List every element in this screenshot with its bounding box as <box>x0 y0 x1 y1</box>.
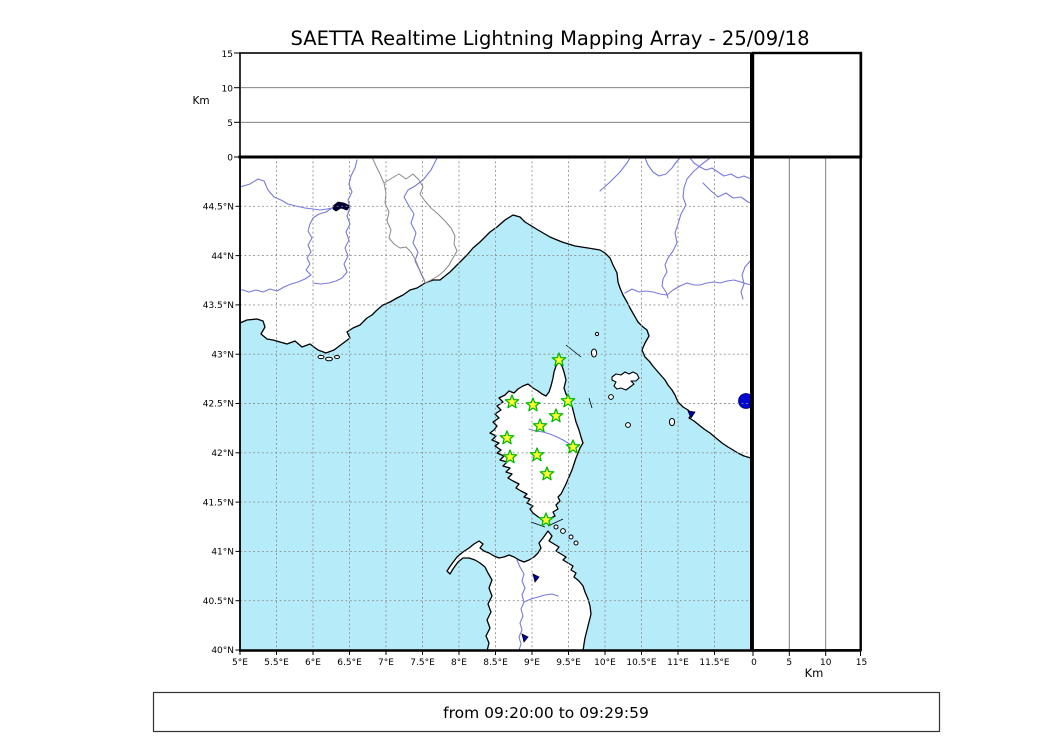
lat-tick: 40.5°N <box>203 597 234 607</box>
latitude-labels: 44.5°N 44°N 43.5°N 43°N 42.5°N 42°N 41.5… <box>203 203 234 657</box>
station-marker <box>529 447 545 462</box>
lon-tick: 7.5°E <box>410 658 435 668</box>
altitude-histogram-panel <box>751 51 863 159</box>
lat-tick: 43°N <box>211 350 234 360</box>
rivers <box>240 157 751 650</box>
km-tick-15: 15 <box>856 658 867 668</box>
lat-tick: 44.5°N <box>203 203 234 213</box>
station-marker <box>525 397 541 412</box>
right-axis-labels: 0 5 10 15 Km <box>751 658 867 680</box>
station-marker <box>565 439 581 454</box>
lon-tick: 11.5°E <box>699 658 730 668</box>
lat-tick: 42.5°N <box>203 400 234 410</box>
country-borders <box>371 157 458 284</box>
elba-island <box>611 371 640 391</box>
time-range-box: from 09:20:00 to 09:29:59 <box>152 691 941 733</box>
lon-tick: 6.5°E <box>337 658 362 668</box>
altitude-longitude-panel <box>234 52 752 158</box>
small-islands <box>317 331 676 546</box>
km-tick-0: 0 <box>751 658 757 668</box>
lon-tick: 10.5°E <box>626 658 657 668</box>
alt-tick-15: 15 <box>222 50 233 60</box>
lat-tick: 41°N <box>211 548 234 558</box>
lake-bolsena-dot <box>738 393 751 409</box>
longitude-labels: 5°E 5.5°E 6°E 6.5°E 7°E 7.5°E 8°E 8.5°E … <box>232 658 730 668</box>
lon-tick: 5.5°E <box>264 658 289 668</box>
lon-tick: 9°E <box>524 658 540 668</box>
station-marker <box>548 408 564 423</box>
station-marker <box>539 466 555 481</box>
lon-tick: 10°E <box>594 658 616 668</box>
top-axis-labels: 15 10 5 0 Km <box>192 50 233 164</box>
station-marker <box>560 393 576 408</box>
station-marker <box>504 394 520 409</box>
lat-tick: 43.5°N <box>203 301 234 311</box>
alt-tick-5: 5 <box>227 119 233 129</box>
station-marker <box>502 449 518 464</box>
lon-tick: 6°E <box>305 658 321 668</box>
altitude-latitude-panel <box>752 156 862 656</box>
lon-tick: 8.5°E <box>483 658 508 668</box>
page-title: SAETTA Realtime Lightning Mapping Array … <box>291 27 810 50</box>
alt-tick-10: 10 <box>222 85 234 95</box>
station-marker <box>532 418 548 433</box>
lma-station-markers <box>499 352 581 527</box>
station-marker <box>551 352 567 367</box>
km-tick-10: 10 <box>820 658 832 668</box>
station-marker <box>538 512 554 527</box>
lon-tick: 5°E <box>232 658 248 668</box>
km-tick-5: 5 <box>786 658 792 668</box>
lat-tick: 41.5°N <box>203 498 234 508</box>
lon-tick: 7°E <box>378 658 394 668</box>
alt-axis-unit: Km <box>192 95 209 107</box>
station-marker <box>499 430 515 445</box>
sardinia-island <box>446 530 592 650</box>
lon-tick: 8°E <box>451 658 467 668</box>
alt-tick-0: 0 <box>227 154 233 164</box>
lon-tick: 9.5°E <box>556 658 581 668</box>
lat-tick: 40°N <box>211 646 234 656</box>
lon-tick: 11°E <box>667 658 689 668</box>
lat-tick: 44°N <box>211 252 234 262</box>
map-ticks <box>235 205 715 655</box>
geographic-map <box>240 157 751 650</box>
right-axis-unit: Km <box>805 666 824 680</box>
time-range-text: from 09:20:00 to 09:29:59 <box>443 704 649 722</box>
lat-tick: 42°N <box>211 449 234 459</box>
